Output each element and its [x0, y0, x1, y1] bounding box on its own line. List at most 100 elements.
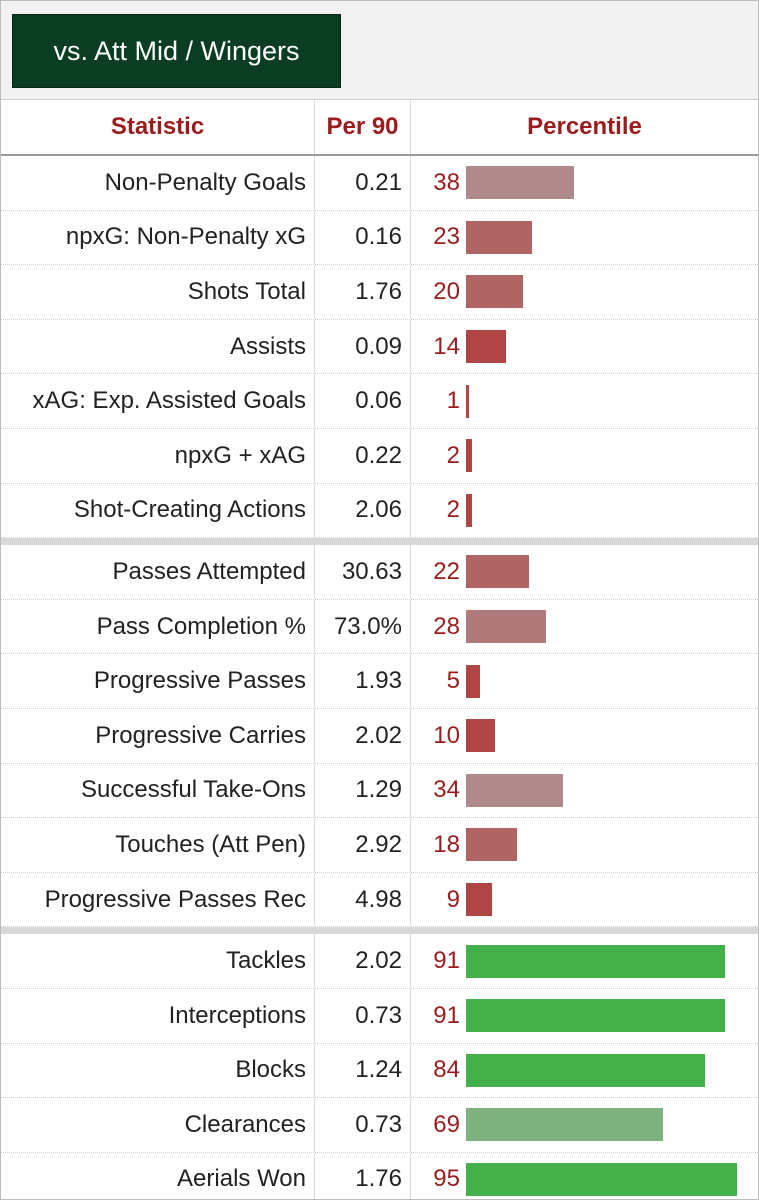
percentile-bar [466, 944, 725, 978]
per90-value: 2.02 [315, 708, 411, 763]
percentile-bar-track [466, 999, 751, 1033]
stat-name: npxG + xAG [1, 428, 315, 483]
table-row: Blocks 1.24 84 [1, 1043, 758, 1099]
percentile-cell: 28 [411, 600, 758, 654]
percentile-cell: 5 [411, 654, 758, 708]
stat-name: npxG: Non-Penalty xG [1, 210, 315, 265]
percentile-bar-track [466, 944, 751, 978]
stat-name: xAG: Exp. Assisted Goals [1, 374, 315, 428]
table-row: Passes Attempted 30.63 22 [1, 545, 758, 600]
table-row: Pass Completion % 73.0% 28 [1, 599, 758, 655]
percentile-bar-track [466, 555, 751, 589]
per90-value: 4.98 [315, 872, 411, 927]
percentile-value: 2 [446, 496, 460, 524]
stat-name: Aerials Won [1, 1152, 315, 1199]
percentile-bar-track [466, 883, 751, 917]
stat-name: Progressive Passes Rec [1, 872, 315, 927]
percentile-bar [466, 719, 495, 753]
stat-name: Interceptions [1, 988, 315, 1043]
percentile-bar [466, 664, 480, 698]
percentile-bar [466, 883, 492, 917]
percentile-value: 9 [446, 885, 460, 913]
table-row: xAG: Exp. Assisted Goals 0.06 1 [1, 374, 758, 429]
percentile-value: 28 [433, 612, 460, 640]
percentile-bar-track [466, 1162, 751, 1196]
percentile-bar-track [466, 610, 751, 644]
per90-value: 0.16 [315, 210, 411, 265]
percentile-cell: 69 [411, 1098, 758, 1152]
per90-value: 73.0% [315, 599, 411, 654]
per90-value: 0.21 [315, 156, 411, 210]
percentile-cell: 10 [411, 709, 758, 763]
percentile-bar-track [466, 166, 751, 200]
percentile-cell: 20 [411, 265, 758, 319]
tab-att-mid-wingers[interactable]: vs. Att Mid / Wingers [12, 14, 341, 88]
table-row: Progressive Carries 2.02 10 [1, 708, 758, 764]
percentile-bar [466, 493, 472, 527]
percentile-cell: 9 [411, 873, 758, 927]
per90-value: 1.76 [315, 1152, 411, 1199]
table-row: Non-Penalty Goals 0.21 38 [1, 156, 758, 211]
table-body: Non-Penalty Goals 0.21 38 npxG: Non-Penalty… [1, 156, 758, 1199]
percentile-bar [466, 828, 517, 862]
percentile-bar-track [466, 664, 751, 698]
percentile-bar-track [466, 493, 751, 527]
table-row: Aerials Won 1.76 95 [1, 1152, 758, 1199]
percentile-value: 84 [433, 1056, 460, 1084]
table-header: Statistic Per 90 Percentile [1, 100, 758, 156]
percentile-bar [466, 439, 472, 473]
per90-value: 0.73 [315, 988, 411, 1043]
percentile-bar-track [466, 439, 751, 473]
table-row: Clearances 0.73 69 [1, 1098, 758, 1153]
group-separator [1, 538, 758, 546]
table-row: Shot-Creating Actions 2.06 2 [1, 483, 758, 539]
percentile-cell: 34 [411, 764, 758, 818]
percentile-bar [466, 1053, 705, 1087]
header-per90[interactable]: Per 90 [315, 100, 411, 154]
percentile-cell: 84 [411, 1044, 758, 1098]
percentile-bar-track [466, 384, 751, 418]
per90-value: 1.93 [315, 654, 411, 708]
percentile-value: 95 [433, 1165, 460, 1193]
tab-label: vs. Att Mid / Wingers [53, 35, 300, 66]
percentile-value: 91 [433, 947, 460, 975]
percentile-bar [466, 275, 523, 309]
percentile-value: 18 [433, 830, 460, 858]
table-row: npxG + xAG 0.22 2 [1, 428, 758, 484]
table-row: Shots Total 1.76 20 [1, 265, 758, 320]
percentile-cell: 91 [411, 934, 758, 988]
per90-value: 2.06 [315, 483, 411, 538]
stat-name: Clearances [1, 1098, 315, 1152]
percentile-cell: 2 [411, 429, 758, 483]
percentile-cell: 14 [411, 320, 758, 374]
percentile-bar [466, 1108, 663, 1142]
stat-name: Pass Completion % [1, 599, 315, 654]
percentile-cell: 38 [411, 156, 758, 210]
per90-value: 0.09 [315, 319, 411, 374]
percentile-cell: 2 [411, 484, 758, 538]
percentile-bar [466, 999, 725, 1033]
percentile-value: 1 [446, 387, 460, 415]
percentile-bar-track [466, 1053, 751, 1087]
percentile-value: 23 [433, 223, 460, 251]
percentile-value: 14 [433, 332, 460, 360]
tab-bar: vs. Att Mid / Wingers [1, 1, 758, 100]
percentile-value: 2 [446, 441, 460, 469]
per90-value: 2.92 [315, 818, 411, 872]
per90-value: 1.29 [315, 763, 411, 818]
header-statistic[interactable]: Statistic [1, 100, 315, 154]
percentile-bar [466, 1162, 737, 1196]
percentile-cell: 18 [411, 818, 758, 872]
table-row: npxG: Non-Penalty xG 0.16 23 [1, 210, 758, 266]
percentile-bar [466, 166, 574, 200]
header-percentile[interactable]: Percentile [527, 113, 642, 140]
stat-name: Shots Total [1, 265, 315, 319]
stat-name: Progressive Carries [1, 708, 315, 763]
per90-value: 0.22 [315, 428, 411, 483]
table-row: Touches (Att Pen) 2.92 18 [1, 818, 758, 873]
percentile-bar-track [466, 828, 751, 862]
percentile-cell: 22 [411, 545, 758, 599]
table-row: Assists 0.09 14 [1, 319, 758, 375]
percentile-bar-track [466, 220, 751, 254]
